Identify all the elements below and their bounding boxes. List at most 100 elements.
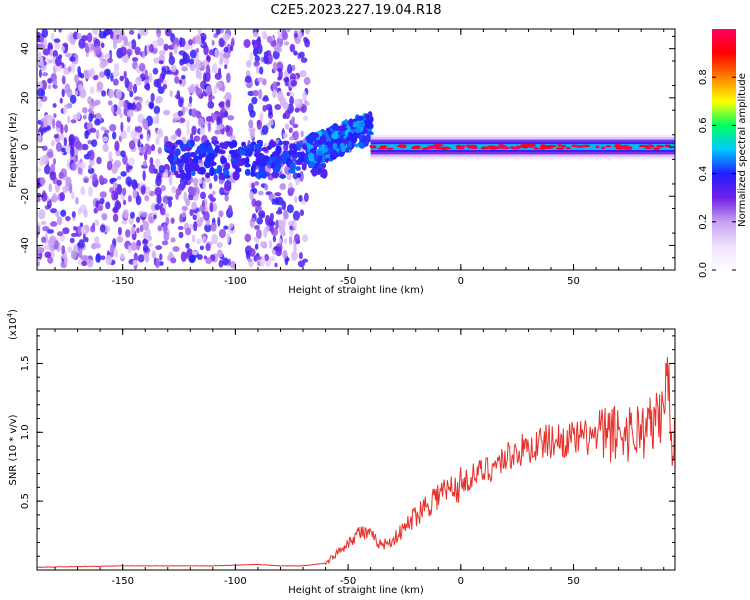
spectro-peak [605, 144, 612, 148]
spectro-cell [71, 191, 75, 200]
colorbar-tick-label: 0.4 [698, 166, 709, 182]
spectro-cell [89, 127, 97, 133]
spectro-cell [261, 124, 269, 135]
spectro-cell [78, 239, 85, 249]
spectro-cell [71, 162, 77, 171]
spectro-cell [266, 35, 273, 44]
spectro-cell [274, 158, 282, 166]
spectro-cell [223, 52, 231, 59]
spectro-cell [66, 159, 70, 170]
spectro-cell [99, 60, 106, 69]
spectro-cell [290, 79, 298, 87]
spectro-cell [141, 50, 146, 59]
spectro-cell [298, 51, 305, 59]
spectro-cell [194, 59, 203, 70]
spectro-cell [268, 239, 273, 249]
spectro-cell [246, 59, 252, 68]
spectro-cell [148, 72, 153, 83]
spectro-cell [286, 172, 292, 181]
spectro-cell [291, 151, 299, 158]
spectro-cell [135, 101, 142, 112]
spectro-cell [142, 118, 148, 129]
y-tick-label: 20 [20, 91, 31, 104]
spectro-cell [184, 163, 192, 173]
spectro-cell [186, 119, 190, 130]
spectro-cell [41, 192, 48, 202]
spectro-cell [253, 60, 260, 68]
spectro-cell [203, 44, 209, 56]
spectro-cell [275, 219, 279, 230]
spectro-cell [127, 195, 132, 203]
spectro-cell [106, 69, 111, 80]
spectro-cell [132, 83, 138, 94]
spectro-cell [274, 197, 279, 206]
spectro-cell [218, 210, 224, 218]
spectro-cell [93, 236, 100, 244]
spectro-cell [116, 33, 120, 40]
spectro-cell [218, 152, 222, 158]
spectro-cell [40, 120, 44, 128]
spectro-cell [80, 186, 86, 196]
spectro-cell [258, 169, 263, 179]
spectro-cell [204, 223, 212, 233]
spectro-cell [254, 55, 260, 63]
spectro-cell [98, 174, 104, 184]
spectro-cell [255, 65, 260, 75]
spectro-cell [90, 259, 94, 267]
spectro-cell [203, 211, 210, 221]
spectro-peak [539, 145, 549, 148]
spectro-cell [298, 31, 303, 40]
spectro-cell [342, 123, 347, 129]
spectro-cell [42, 48, 51, 56]
snr-xlabel: Height of straight line (km) [288, 585, 424, 596]
spectro-cell [158, 261, 164, 266]
spectro-cell [244, 233, 252, 243]
y-tick-label: -20 [20, 188, 31, 204]
spectro-cell [193, 221, 198, 232]
spectro-cell [102, 136, 109, 143]
spectro-cell [317, 150, 323, 157]
spectro-cell [172, 134, 178, 140]
spectro-cell [238, 149, 246, 156]
spectro-cell [53, 134, 59, 139]
colorbar-ticks: 0.0 0.2 0.4 0.6 0.8 [698, 69, 736, 278]
spectro-cell [120, 252, 125, 260]
spectro-cell [106, 160, 113, 171]
spectro-cell [104, 29, 110, 37]
spectro-cell [181, 205, 188, 212]
spectro-cell [293, 50, 298, 56]
spectro-cell [219, 142, 227, 149]
y-tick-label: 40 [20, 42, 31, 55]
spectro-cell [119, 75, 125, 82]
spectro-cell [193, 177, 199, 188]
spectro-cell [227, 258, 232, 266]
spectro-cell [93, 75, 97, 81]
spectro-cell [354, 143, 360, 148]
spectro-cell [114, 29, 121, 35]
spectro-cell [267, 53, 273, 65]
spectro-peak [491, 145, 498, 149]
spectro-cell [302, 90, 307, 102]
spectro-cell [156, 193, 162, 205]
spectro-cell [300, 57, 308, 64]
spectro-cell [52, 84, 58, 89]
spectro-cell [298, 252, 303, 260]
spectro-cell [109, 123, 117, 132]
spectro-cell [127, 244, 132, 254]
spectro-cell [130, 211, 135, 219]
spectro-cell [228, 149, 235, 155]
spectro-cell [139, 133, 144, 140]
spectro-peak [526, 145, 535, 148]
spectro-cell [302, 115, 309, 121]
spectro-cell [205, 85, 212, 96]
spectro-cell [83, 209, 88, 218]
spectro-cell [211, 39, 215, 46]
spectro-cell [60, 147, 66, 152]
spectro-cell [272, 235, 277, 243]
spectro-cell [128, 29, 135, 35]
spectro-cell [70, 138, 74, 146]
spectro-cell [101, 90, 107, 97]
spectro-cell [112, 70, 120, 78]
spectro-cell [86, 122, 90, 129]
spectro-cell [321, 134, 327, 144]
